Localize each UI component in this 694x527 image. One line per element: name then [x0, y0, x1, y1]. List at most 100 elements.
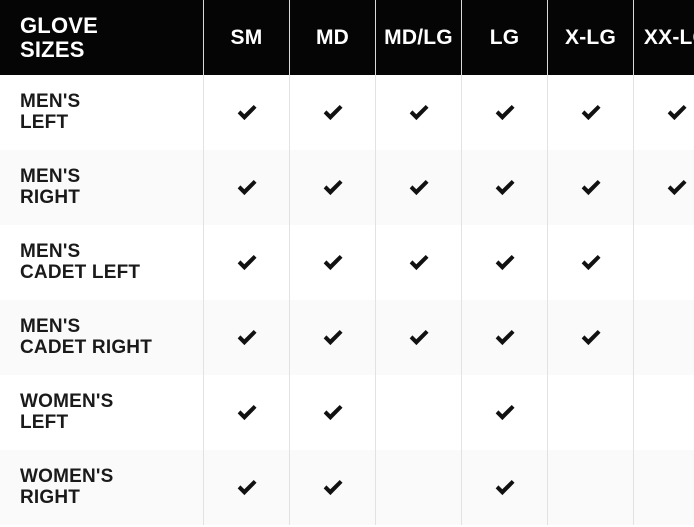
row-label: MEN'S CADET LEFT	[0, 225, 204, 300]
empty-cell	[664, 397, 690, 423]
check-icon	[234, 325, 260, 351]
empty-cell	[664, 322, 690, 348]
row-label-line-2: CADET LEFT	[20, 261, 141, 283]
row-label-line-2: LEFT	[20, 411, 69, 433]
table-row: MEN'S CADET LEFT	[0, 225, 694, 300]
availability-cell	[461, 300, 548, 375]
row-label: WOMEN'S RIGHT	[0, 450, 204, 525]
column-header-x-lg: X-LG	[547, 0, 634, 75]
table-row: MEN'S CADET RIGHT	[0, 300, 694, 375]
row-label-line-2: LEFT	[20, 111, 69, 133]
availability-cell	[375, 225, 462, 300]
check-icon	[320, 475, 346, 501]
table-title-line-1: GLOVE	[20, 12, 99, 38]
column-header-xx-lg: XX-LG	[633, 0, 694, 75]
column-header-lg: LG	[461, 0, 548, 75]
row-label-line-1: MEN'S	[20, 240, 81, 262]
check-icon	[492, 400, 518, 426]
availability-cell	[633, 300, 694, 375]
table-row: MEN'S RIGHT	[0, 150, 694, 225]
row-label-line-1: WOMEN'S	[20, 390, 114, 412]
check-icon	[320, 250, 346, 276]
check-icon	[492, 475, 518, 501]
check-icon	[492, 250, 518, 276]
availability-cell	[289, 450, 376, 525]
availability-cell	[289, 225, 376, 300]
table-row: MEN'S LEFT	[0, 75, 694, 150]
availability-cell	[203, 300, 290, 375]
empty-cell	[406, 472, 432, 498]
check-icon	[492, 175, 518, 201]
availability-cell	[547, 300, 634, 375]
check-icon	[492, 325, 518, 351]
availability-cell	[203, 375, 290, 450]
row-label: WOMEN'S LEFT	[0, 375, 204, 450]
check-icon	[320, 400, 346, 426]
row-label-line-1: MEN'S	[20, 165, 81, 187]
availability-cell	[633, 150, 694, 225]
availability-cell	[203, 75, 290, 150]
table-title: GLOVE SIZES	[0, 0, 204, 75]
check-icon	[492, 100, 518, 126]
check-icon	[234, 175, 260, 201]
column-header-md-lg: MD/LG	[375, 0, 462, 75]
availability-cell	[375, 150, 462, 225]
row-label-line-2: CADET RIGHT	[20, 336, 153, 358]
availability-cell	[547, 75, 634, 150]
check-icon	[234, 250, 260, 276]
row-label-line-2: RIGHT	[20, 186, 81, 208]
table-title-line-2: SIZES	[20, 36, 85, 62]
row-label: MEN'S RIGHT	[0, 150, 204, 225]
check-icon	[406, 100, 432, 126]
check-icon	[578, 325, 604, 351]
empty-cell	[664, 472, 690, 498]
availability-cell	[375, 450, 462, 525]
availability-cell	[461, 75, 548, 150]
availability-cell	[633, 450, 694, 525]
availability-cell	[289, 375, 376, 450]
check-icon	[406, 175, 432, 201]
availability-cell	[461, 450, 548, 525]
availability-cell	[547, 225, 634, 300]
check-icon	[234, 400, 260, 426]
row-label-line-1: MEN'S	[20, 315, 81, 337]
availability-cell	[203, 450, 290, 525]
check-icon	[320, 175, 346, 201]
availability-cell	[461, 150, 548, 225]
empty-cell	[406, 397, 432, 423]
check-icon	[320, 325, 346, 351]
check-icon	[320, 100, 346, 126]
availability-cell	[547, 375, 634, 450]
empty-cell	[578, 397, 604, 423]
row-label: MEN'S CADET RIGHT	[0, 300, 204, 375]
table-row: WOMEN'S RIGHT	[0, 450, 694, 525]
availability-cell	[289, 300, 376, 375]
availability-cell	[461, 375, 548, 450]
table-row: WOMEN'S LEFT	[0, 375, 694, 450]
availability-cell	[289, 150, 376, 225]
check-icon	[406, 250, 432, 276]
empty-cell	[578, 472, 604, 498]
column-header-md: MD	[289, 0, 376, 75]
check-icon	[578, 100, 604, 126]
availability-cell	[461, 225, 548, 300]
check-icon	[234, 100, 260, 126]
availability-cell	[633, 225, 694, 300]
empty-cell	[664, 247, 690, 273]
check-icon	[664, 175, 690, 201]
row-label: MEN'S LEFT	[0, 75, 204, 150]
row-label-line-2: RIGHT	[20, 486, 81, 508]
availability-cell	[547, 150, 634, 225]
check-icon	[578, 175, 604, 201]
table-body: MEN'S LEFT MEN'S RIGHT MEN'S CADET LEFT MEN'S C…	[0, 75, 694, 525]
availability-cell	[633, 375, 694, 450]
availability-cell	[203, 150, 290, 225]
check-icon	[406, 325, 432, 351]
availability-cell	[375, 75, 462, 150]
availability-cell	[633, 75, 694, 150]
availability-cell	[289, 75, 376, 150]
check-icon	[664, 100, 690, 126]
availability-cell	[375, 300, 462, 375]
